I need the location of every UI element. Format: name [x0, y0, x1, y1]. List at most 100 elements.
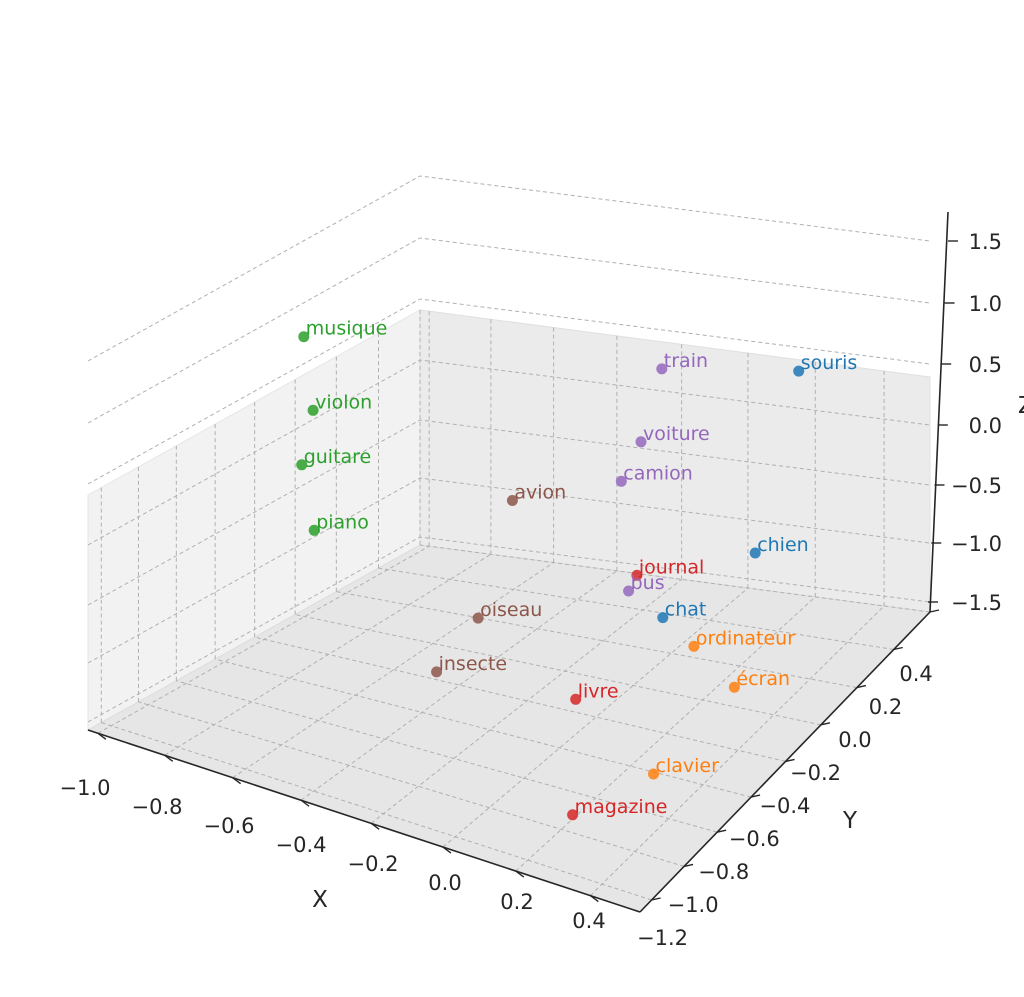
gridline-y-floor [176, 680, 718, 833]
data-points: souris chien chat ordinateur écran clavier mus… [296, 318, 857, 821]
gridline-z [87, 536, 931, 723]
data-label-train: train [664, 350, 708, 372]
data-point-journal [631, 569, 643, 581]
y-axis-line [639, 611, 931, 913]
gridline-x-floor [300, 570, 618, 801]
gridline-z [87, 477, 931, 664]
data-point-souris [793, 365, 805, 377]
data-label-journal: journal [638, 556, 704, 578]
y-tick [785, 758, 795, 763]
z-tick-label: −0.5 [951, 474, 1002, 498]
gridline-z [87, 419, 931, 606]
data-point-musique [298, 331, 310, 343]
data-label-violon: violon [315, 391, 372, 413]
data-point-insecte [431, 666, 443, 678]
z-tick-label: 1.0 [969, 292, 1002, 316]
data-label-oiseau: oiseau [480, 599, 542, 621]
x-axis-line [87, 729, 641, 913]
y-tick [716, 829, 727, 833]
data-label-écran: écran [736, 668, 790, 690]
x-tick [589, 895, 599, 903]
data-point-train [656, 363, 668, 375]
y-tick [929, 609, 940, 613]
z-axis-label: Z [1018, 393, 1024, 419]
data-label-magazine: magazine [575, 796, 668, 818]
y-axis-label: Y [842, 808, 858, 834]
y-tick [750, 794, 761, 798]
data-point-guitare [296, 459, 308, 471]
x-tick-label: 0.0 [428, 871, 461, 895]
data-point-oiseau [472, 612, 484, 624]
data-label-clavier: clavier [656, 755, 720, 777]
data-label-insecte: insecte [439, 653, 508, 675]
data-label-chien: chien [757, 534, 809, 556]
data-point-chien [749, 547, 761, 559]
y-tick [893, 646, 903, 651]
y-tick [856, 684, 867, 689]
y-tick-label: 0.0 [838, 728, 871, 752]
gridline-x-floor [370, 578, 682, 824]
gridline-z [87, 298, 931, 485]
x-tick [300, 799, 310, 807]
data-label-musique: musique [306, 318, 388, 340]
x-tick-label: −0.2 [348, 852, 399, 876]
x-axis-label: X [312, 887, 328, 913]
data-label-livre: livre [578, 680, 619, 702]
x-tick-label: −1.0 [60, 776, 111, 800]
x-tick [97, 732, 107, 740]
gridline-y-floor [101, 722, 652, 901]
data-point-clavier [648, 768, 659, 780]
x-tick [442, 846, 452, 854]
data-point-ordinateur [688, 640, 700, 652]
x-tick-label: −0.8 [132, 795, 183, 819]
gridline-x-floor [515, 596, 816, 872]
x-tick-label: 0.4 [572, 909, 605, 933]
data-label-chat: chat [665, 599, 707, 621]
y-tick-label: −1.0 [668, 893, 719, 917]
data-point-avion [506, 495, 518, 506]
x-tick [232, 777, 242, 785]
x-tick [164, 754, 174, 762]
y-tick-label: −1.2 [637, 926, 688, 950]
data-label-piano: piano [316, 511, 369, 533]
z-tick-label: −1.0 [951, 532, 1002, 556]
data-point-voiture [635, 436, 647, 448]
y-tick-label: −0.4 [759, 794, 810, 818]
gridline-x-floor [442, 587, 749, 848]
x-tick [370, 822, 380, 830]
gridline-y-floor [419, 544, 931, 613]
gridline-z [87, 175, 931, 362]
x-tick-label: 0.2 [500, 890, 533, 914]
gridline-x-floor [164, 553, 492, 756]
x-tick-label: −0.6 [204, 814, 255, 838]
data-point-magazine [567, 809, 579, 821]
y-tick-label: 0.4 [899, 662, 932, 686]
gridline-y-floor [378, 567, 894, 650]
data-label-avion: avion [514, 482, 566, 504]
axes: −1.0 −0.8 −0.6 −0.4 −0.2 0.0 0.2 0.4 −1.2 −1.0 −0.… [60, 211, 1002, 950]
y-tick-label: −0.6 [729, 827, 780, 851]
data-point-violon [307, 404, 319, 416]
gridline-z [87, 359, 931, 546]
x-tick [515, 870, 525, 878]
gridline-y-floor [336, 591, 858, 689]
y-tick-label: 0.2 [869, 695, 902, 719]
z-tick-label: 0.5 [969, 353, 1002, 377]
y-tick [651, 897, 661, 901]
gridline-x-floor [97, 545, 430, 734]
z-tick-label: 1.5 [969, 230, 1002, 254]
gridlines [87, 175, 931, 901]
gridline-x-floor [232, 562, 554, 779]
y-tick-label: −0.2 [790, 761, 841, 785]
data-point-bus [623, 585, 635, 597]
axis-panes [86, 309, 932, 913]
data-point-écran [728, 681, 740, 693]
z-tick-label: −1.5 [951, 591, 1002, 615]
gridline-y-floor [295, 614, 822, 726]
data-point-livre [570, 693, 582, 705]
gridline-z [87, 237, 931, 424]
gridline-y-floor [138, 701, 685, 867]
gridline-x-floor [589, 605, 885, 896]
